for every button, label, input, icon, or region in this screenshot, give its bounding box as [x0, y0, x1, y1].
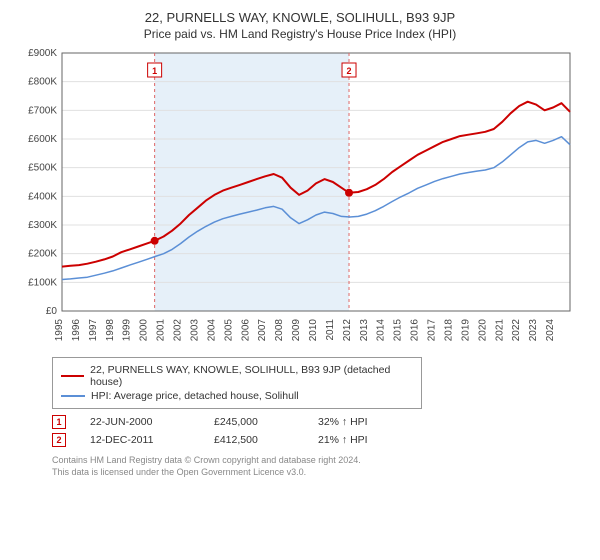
svg-text:2018: 2018	[443, 319, 454, 342]
svg-text:£400K: £400K	[28, 191, 57, 202]
chart-title: 22, PURNELLS WAY, KNOWLE, SOLIHULL, B93 …	[12, 10, 588, 25]
legend-swatch	[61, 395, 85, 397]
svg-text:2021: 2021	[494, 319, 505, 342]
footer-line-1: Contains HM Land Registry data © Crown c…	[52, 455, 584, 467]
svg-text:2010: 2010	[308, 319, 319, 342]
sale-row: 2 12-DEC-2011 £412,500 21% ↑ HPI	[52, 433, 584, 447]
sale-row: 1 22-JUN-2000 £245,000 32% ↑ HPI	[52, 415, 584, 429]
svg-text:£100K: £100K	[28, 277, 57, 288]
sale-marker-icon: 2	[52, 433, 66, 447]
legend-item: 22, PURNELLS WAY, KNOWLE, SOLIHULL, B93 …	[61, 364, 413, 388]
chart-subtitle: Price paid vs. HM Land Registry's House …	[12, 27, 588, 41]
svg-text:£700K: £700K	[28, 105, 57, 116]
sale-price: £245,000	[214, 416, 294, 428]
price-chart: £0 £100K £200K £300K £400K £500K £600K £700K £80…	[16, 47, 576, 347]
svg-text:2000: 2000	[139, 319, 150, 342]
svg-text:2011: 2011	[325, 319, 336, 341]
sale-date: 22-JUN-2000	[90, 416, 190, 428]
svg-text:£800K: £800K	[28, 77, 57, 88]
svg-text:2002: 2002	[173, 319, 184, 342]
svg-text:£300K: £300K	[28, 220, 57, 231]
svg-text:2001: 2001	[156, 319, 167, 342]
svg-text:£500K: £500K	[28, 163, 57, 174]
legend-label: HPI: Average price, detached house, Soli…	[91, 390, 299, 402]
footer-line-2: This data is licensed under the Open Gov…	[52, 467, 584, 479]
sale-marker-icon: 1	[52, 415, 66, 429]
svg-text:2007: 2007	[257, 319, 268, 342]
svg-text:1998: 1998	[105, 319, 116, 342]
svg-text:2022: 2022	[511, 319, 522, 342]
svg-text:2: 2	[347, 66, 352, 76]
svg-text:2009: 2009	[291, 319, 302, 342]
svg-text:2013: 2013	[359, 319, 370, 342]
svg-text:2023: 2023	[528, 319, 539, 342]
svg-text:2003: 2003	[189, 319, 200, 342]
chart-container: £0 £100K £200K £300K £400K £500K £600K £700K £80…	[16, 47, 588, 347]
sale-hpi-delta: 21% ↑ HPI	[318, 434, 408, 446]
svg-text:2016: 2016	[410, 319, 421, 342]
svg-text:£600K: £600K	[28, 134, 57, 145]
svg-text:2005: 2005	[223, 319, 234, 342]
svg-text:2017: 2017	[427, 319, 438, 342]
svg-text:£200K: £200K	[28, 249, 57, 260]
svg-text:1995: 1995	[54, 319, 65, 342]
svg-text:2008: 2008	[274, 319, 285, 342]
sale-price: £412,500	[214, 434, 294, 446]
legend-swatch	[61, 375, 84, 377]
sale-date: 12-DEC-2011	[90, 434, 190, 446]
svg-text:2006: 2006	[240, 319, 251, 342]
svg-text:£900K: £900K	[28, 48, 57, 59]
svg-text:2019: 2019	[460, 319, 471, 342]
legend-label: 22, PURNELLS WAY, KNOWLE, SOLIHULL, B93 …	[90, 364, 413, 388]
svg-text:2012: 2012	[342, 319, 353, 342]
svg-text:1996: 1996	[71, 319, 82, 342]
sales-table: 1 22-JUN-2000 £245,000 32% ↑ HPI 2 12-DEC-201…	[52, 415, 584, 447]
svg-text:2014: 2014	[376, 319, 387, 342]
svg-text:2004: 2004	[206, 319, 217, 342]
svg-text:1: 1	[152, 66, 157, 76]
legend: 22, PURNELLS WAY, KNOWLE, SOLIHULL, B93 …	[52, 357, 422, 409]
svg-text:1997: 1997	[88, 319, 99, 342]
footer-attribution: Contains HM Land Registry data © Crown c…	[52, 455, 584, 478]
svg-text:£0: £0	[46, 306, 58, 317]
legend-item: HPI: Average price, detached house, Soli…	[61, 390, 413, 402]
svg-text:1999: 1999	[122, 319, 133, 342]
svg-text:2015: 2015	[393, 319, 404, 342]
svg-text:2020: 2020	[477, 319, 488, 342]
svg-text:2024: 2024	[545, 319, 556, 342]
sale-hpi-delta: 32% ↑ HPI	[318, 416, 408, 428]
